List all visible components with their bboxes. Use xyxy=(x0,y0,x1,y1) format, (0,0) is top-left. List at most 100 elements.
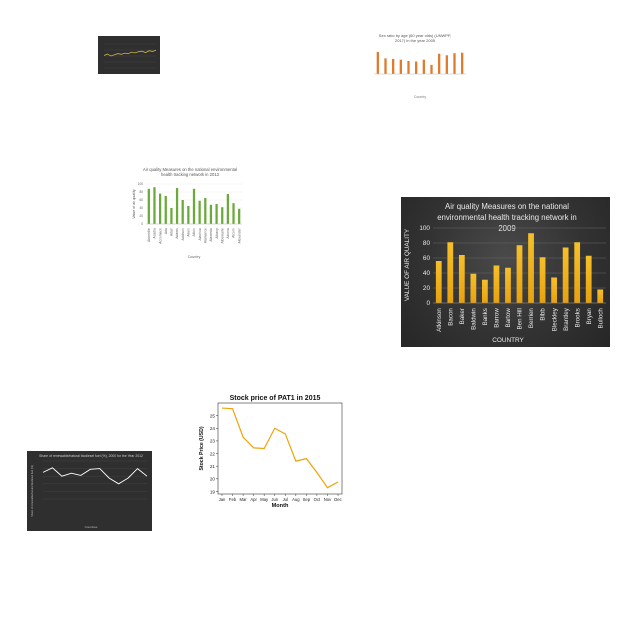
series-line xyxy=(42,467,148,485)
x-tick-label: Adair xyxy=(170,227,174,236)
bar xyxy=(461,52,464,74)
bar xyxy=(430,64,433,74)
bar xyxy=(516,245,523,303)
bar xyxy=(458,255,465,303)
y-tick-label: 0 xyxy=(426,300,430,307)
chart-title: 2017) in the year 2005 xyxy=(395,38,436,43)
y-axis-title: VALUE OF AIR QUALITY xyxy=(404,228,411,301)
x-tick-label: Oct xyxy=(314,497,321,502)
bar xyxy=(221,207,224,224)
y-tick-label: 22 xyxy=(210,451,216,456)
y-axis-title: Stock Price (USD) xyxy=(199,426,205,470)
y-tick-label: 40 xyxy=(139,206,143,210)
x-tick-label: Bryan xyxy=(586,308,593,325)
y-tick-label: 20 xyxy=(210,477,216,482)
bar xyxy=(215,204,218,224)
x-tick-label: Ben Hill xyxy=(517,308,524,329)
bar xyxy=(187,206,190,224)
x-tick-label: Bibb xyxy=(540,308,547,321)
chart-panel-2: Sex ratio by age (60 year olds) (UNWPP, 2… xyxy=(360,30,470,102)
y-tick-label: 19 xyxy=(210,489,216,494)
x-tick-label: Nov xyxy=(324,497,332,502)
bar xyxy=(539,257,546,303)
bar xyxy=(158,193,162,224)
bar xyxy=(493,265,500,303)
bar xyxy=(384,58,387,74)
y-axis-title: Share of renewable/natural biodiesel fue… xyxy=(30,465,34,517)
y-tick-label: 20 xyxy=(423,285,431,292)
bar xyxy=(562,247,569,303)
bar xyxy=(585,255,592,303)
bar xyxy=(170,208,173,224)
x-tick-label: Acadia xyxy=(153,228,157,238)
x-tick-label: Bacon xyxy=(447,308,454,326)
x-tick-label: Alamance xyxy=(203,228,207,243)
plot-frame xyxy=(217,402,343,495)
x-tick-label: Accomack xyxy=(158,228,162,244)
bar xyxy=(209,204,213,224)
x-tick-label: Addison xyxy=(181,228,185,240)
x-tick-label: May xyxy=(260,497,269,502)
x-tick-label: Bleckley xyxy=(551,307,558,331)
y-tick-label: 80 xyxy=(139,190,143,194)
y-tick-label: 100 xyxy=(138,182,144,186)
chart-title: environmental health tracking network in xyxy=(437,213,577,222)
bar xyxy=(438,53,441,74)
x-tick-label: Sep xyxy=(303,497,311,502)
chart-title: Air quality Measures on the national xyxy=(445,202,569,211)
x-tick-label: Bulloch xyxy=(597,308,604,329)
x-tick-label: Alexander xyxy=(237,227,241,243)
x-tick-label: Aiken xyxy=(187,228,191,237)
x-axis-title: Country xyxy=(188,255,201,259)
bar xyxy=(453,53,456,74)
x-tick-label: Baldwin xyxy=(471,308,478,330)
chart-2-svg: Sex ratio by age (60 year olds) (UNWPP,2… xyxy=(374,33,466,99)
x-tick-label: Albany xyxy=(215,228,219,239)
bar xyxy=(238,208,241,224)
x-axis-title: Month xyxy=(272,503,289,509)
bar xyxy=(147,188,150,224)
x-tick-label: Jul xyxy=(283,497,288,502)
x-tick-label: Barrow xyxy=(494,308,501,328)
bar xyxy=(574,242,581,303)
bar xyxy=(226,194,230,224)
x-axis-title: COUNTRY xyxy=(492,337,524,344)
x-tick-label: Aitkin xyxy=(192,228,196,236)
bar xyxy=(422,59,425,74)
y-tick-label: 80 xyxy=(423,240,431,247)
x-tick-label: Jun xyxy=(271,497,278,502)
chart-title: Share of renewable/natural biodiesel fue… xyxy=(39,454,143,458)
bar xyxy=(164,196,167,224)
bar xyxy=(435,261,442,303)
chart-title: Sex ratio by age (60 year olds) (UNWPP, xyxy=(379,33,451,38)
bar xyxy=(153,187,156,224)
bar xyxy=(376,51,379,74)
y-tick-label: 40 xyxy=(423,270,431,277)
bar xyxy=(392,58,395,74)
chart-panel-3: Air quality Measures on the national env… xyxy=(130,164,246,260)
bar xyxy=(551,277,557,303)
y-axis-title: Value of air quality xyxy=(132,189,136,219)
x-tick-label: Adams xyxy=(175,228,179,239)
chart-5-svg: Share of renewable/natural biodiesel fue… xyxy=(30,454,148,529)
y-tick-label: 25 xyxy=(210,413,216,418)
y-tick-label: 0 xyxy=(141,222,143,226)
chart-panel-1 xyxy=(98,36,160,74)
y-tick-label: 20 xyxy=(139,214,143,218)
x-axis-title: Countries xyxy=(85,525,98,529)
x-tick-label: Jan xyxy=(219,497,226,502)
x-tick-label: Abbeville xyxy=(147,228,151,242)
x-tick-label: Brantley xyxy=(563,307,570,331)
x-tick-label: Alcorn xyxy=(232,228,236,238)
chart-title: 2009 xyxy=(498,224,515,233)
chart-title: health tracking network in 2013 xyxy=(161,172,220,177)
x-tick-label: Berrien xyxy=(528,308,535,329)
series-line xyxy=(103,49,157,57)
x-tick-label: Banks xyxy=(482,308,489,325)
chart-panel-4: Air quality Measures on the national envi… xyxy=(401,197,610,347)
y-tick-label: 60 xyxy=(423,255,431,262)
y-tick-label: 100 xyxy=(419,225,430,232)
chart-panel-5: Share of renewable/natural biodiesel fue… xyxy=(27,451,152,531)
series-line xyxy=(221,407,339,489)
x-tick-label: Dec xyxy=(334,497,341,502)
